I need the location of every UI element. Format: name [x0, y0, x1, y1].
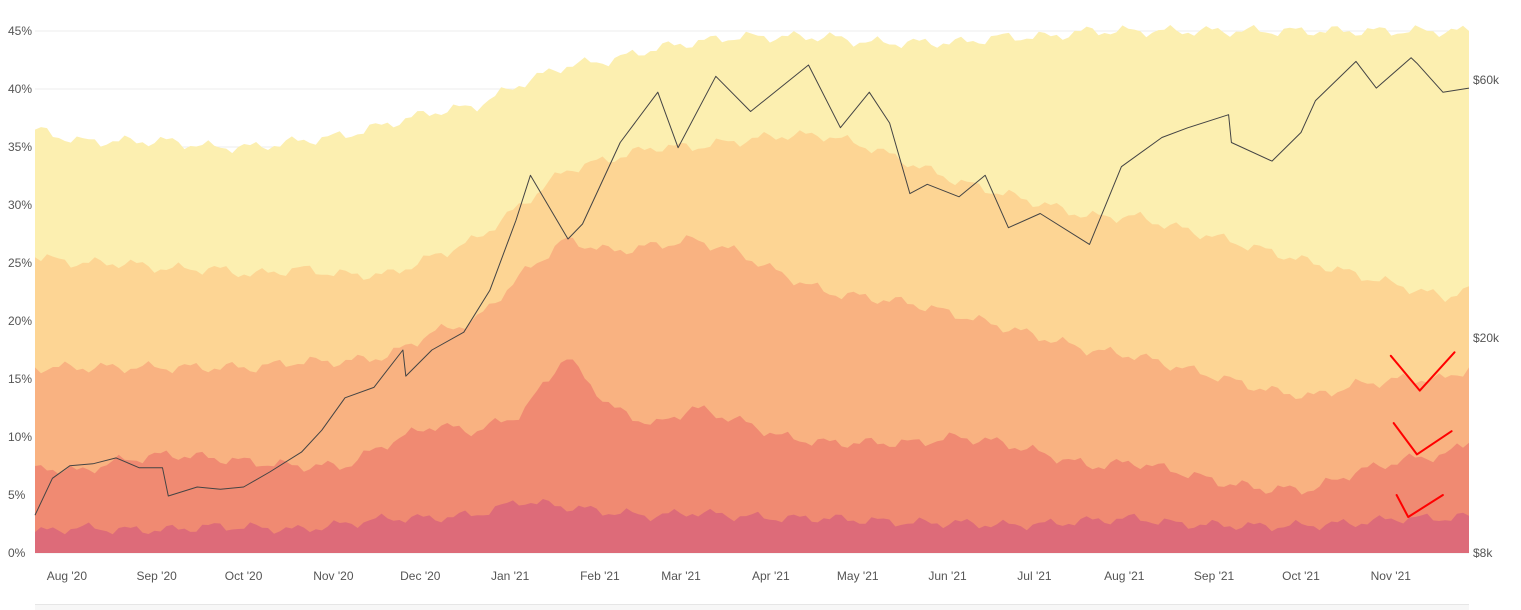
- area-band-2: [35, 359, 1469, 553]
- y2-tick-label: $8k: [1473, 546, 1493, 560]
- x-tick-label: Nov '21: [1371, 569, 1412, 583]
- x-tick-label: Sep '21: [1194, 569, 1235, 583]
- price-line: [34, 57, 1470, 516]
- y-axis-left: 0% 5% 10% 15% 20% 25% 30% 35% 40% 45%: [8, 24, 32, 560]
- x-axis: Aug '20 Sep '20 Oct '20 Nov '20 Dec '20 Jan '…: [47, 569, 1412, 583]
- y2-tick-label: $60k: [1473, 73, 1500, 87]
- annotations: [1389, 351, 1456, 518]
- y-tick-label: 20%: [8, 314, 32, 328]
- x-tick-label: Feb '21: [580, 569, 620, 583]
- x-tick-label: Jan '21: [491, 569, 530, 583]
- x-tick-label: Apr '21: [752, 569, 790, 583]
- x-tick-label: Sep '20: [137, 569, 178, 583]
- price-line-group: [34, 57, 1470, 516]
- stacked-areas: [35, 25, 1469, 553]
- y-tick-label: 0%: [8, 546, 26, 560]
- x-tick-label: Mar '21: [661, 569, 701, 583]
- x-tick-label: Dec '20: [400, 569, 441, 583]
- y2-tick-label: $20k: [1473, 331, 1500, 345]
- y-tick-label: 25%: [8, 256, 32, 270]
- y-tick-label: 10%: [8, 430, 32, 444]
- y-tick-label: 30%: [8, 198, 32, 212]
- x-tick-label: Aug '20: [47, 569, 88, 583]
- y-tick-label: 5%: [8, 488, 26, 502]
- annotation-check-mark-3: [1395, 494, 1444, 518]
- annotation-check-mark-1: [1389, 351, 1456, 392]
- y-tick-label: 15%: [8, 372, 32, 386]
- x-tick-label: Nov '20: [313, 569, 354, 583]
- y-axis-right: $60k $20k $8k: [1473, 73, 1500, 560]
- x-tick-label: May '21: [837, 569, 879, 583]
- area-band-1: [35, 499, 1469, 553]
- x-tick-label: Oct '20: [225, 569, 263, 583]
- y-tick-label: 35%: [8, 140, 32, 154]
- x-tick-label: Jul '21: [1017, 569, 1052, 583]
- y-tick-label: 45%: [8, 24, 32, 38]
- annotation-check-mark-2: [1392, 422, 1453, 456]
- range-navigator-strip[interactable]: [35, 604, 1469, 610]
- x-tick-label: Jun '21: [928, 569, 967, 583]
- x-tick-label: Oct '21: [1282, 569, 1320, 583]
- x-tick-label: Aug '21: [1104, 569, 1145, 583]
- y-tick-label: 40%: [8, 82, 32, 96]
